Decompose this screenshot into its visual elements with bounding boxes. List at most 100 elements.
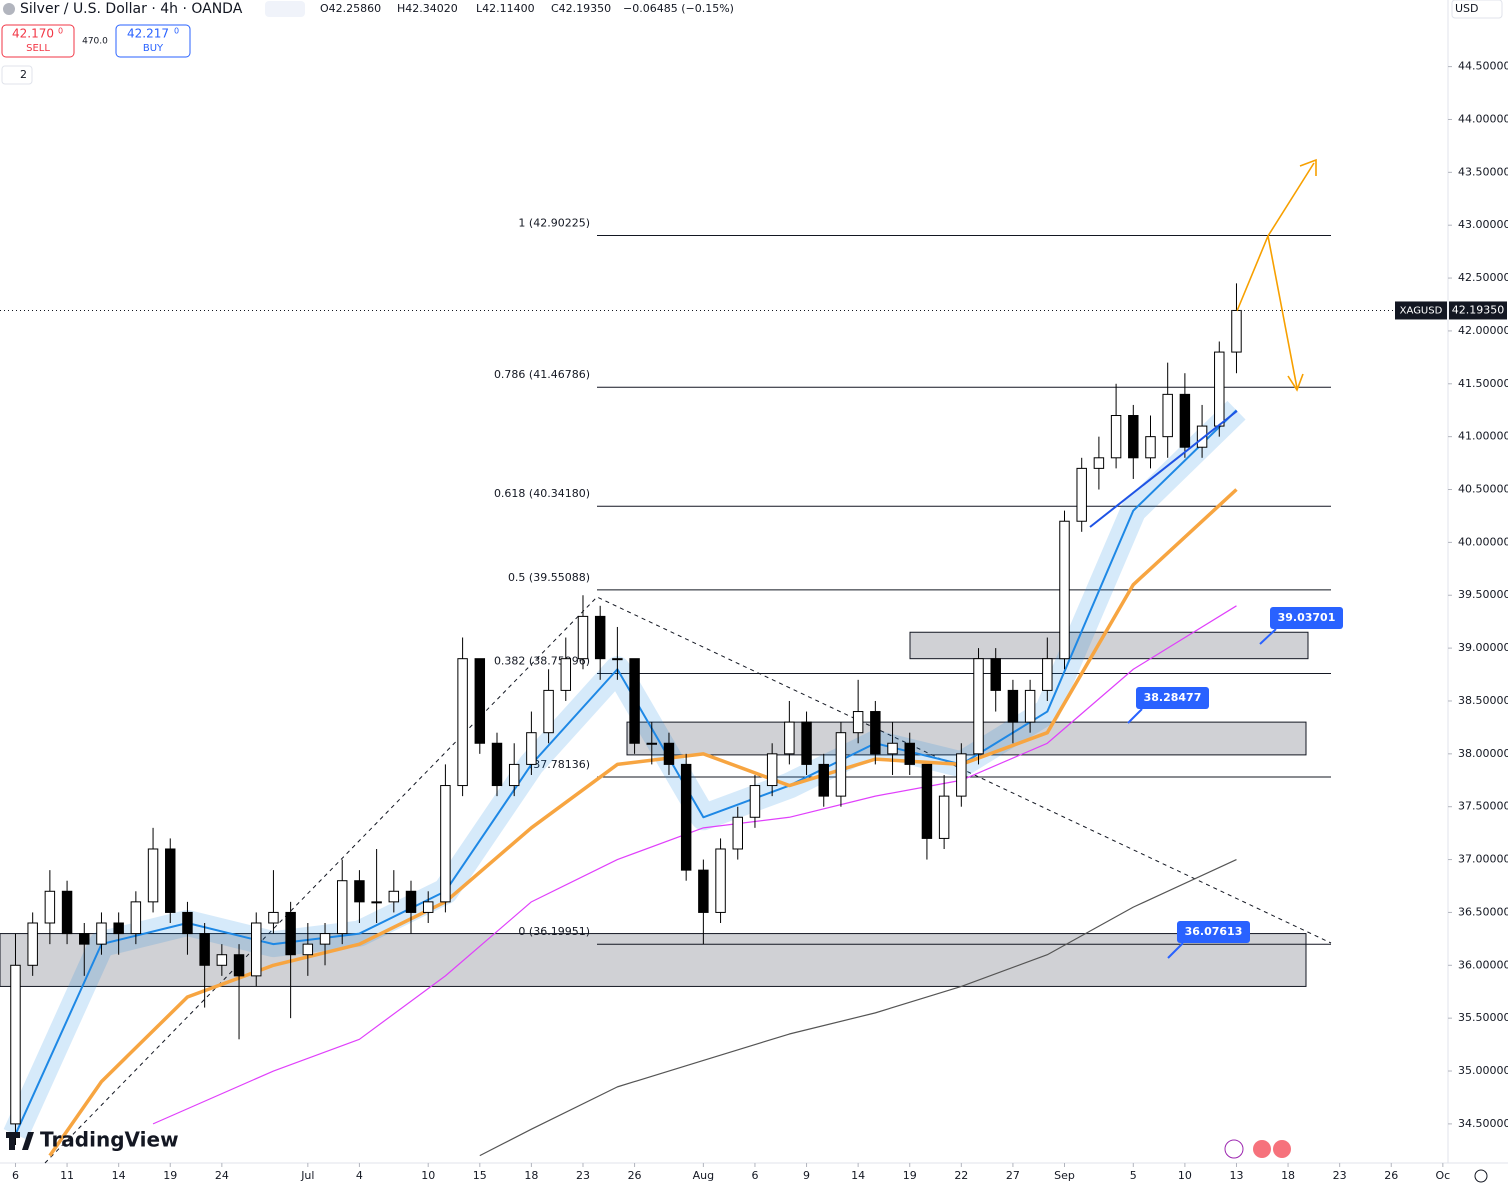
plot: 34.50000 35.00000 35.50000 36.00000 36.50000… bbox=[0, 60, 1508, 1182]
candle-body bbox=[594, 615, 606, 660]
y-tick-label: 43.50000 bbox=[1458, 165, 1508, 178]
y-tick-label: 39.50000 bbox=[1458, 588, 1508, 601]
x-tick-label: 19 bbox=[903, 1169, 917, 1182]
candle-body bbox=[766, 753, 778, 787]
y-tick-label: 42.00000 bbox=[1458, 324, 1508, 337]
candle-body bbox=[612, 658, 623, 661]
y-tick-label: 41.00000 bbox=[1458, 430, 1508, 443]
fib-label: (37.78136) bbox=[529, 758, 590, 771]
candle-body bbox=[801, 721, 812, 765]
candle-body bbox=[216, 954, 228, 966]
candle-body bbox=[251, 922, 262, 977]
candle-body bbox=[371, 901, 382, 904]
zone bbox=[626, 721, 1307, 756]
candle-body bbox=[336, 880, 348, 935]
candle-body bbox=[784, 721, 795, 755]
x-tick-label: 14 bbox=[112, 1169, 126, 1182]
projection-arrow bbox=[1236, 158, 1317, 392]
zone bbox=[909, 631, 1309, 660]
x-tick-label: 4 bbox=[356, 1169, 363, 1182]
event-flag[interactable] bbox=[1273, 1140, 1291, 1158]
candle-body bbox=[457, 658, 468, 787]
sell-button[interactable] bbox=[1, 24, 75, 58]
x-tick-label: 15 bbox=[473, 1169, 487, 1182]
x-tick-label: 11 bbox=[60, 1169, 74, 1182]
symbol-tag bbox=[1395, 301, 1447, 320]
callout-box bbox=[1177, 921, 1250, 943]
x-tick-label: Oc bbox=[1435, 1169, 1450, 1182]
callout-pointer bbox=[1167, 942, 1184, 959]
y-tick-label: 44.00000 bbox=[1458, 112, 1508, 125]
candle-body bbox=[1024, 689, 1036, 723]
y-tick-label: 41.50000 bbox=[1458, 377, 1508, 390]
y-tick-label: 34.50000 bbox=[1458, 1117, 1508, 1130]
fib-label: 0.786 (41.46786) bbox=[494, 368, 590, 381]
candle-body bbox=[680, 763, 692, 871]
status-icons[interactable] bbox=[265, 1, 305, 17]
x-tick-label: 18 bbox=[524, 1169, 538, 1182]
candle-body bbox=[1196, 425, 1208, 448]
candle-body bbox=[405, 890, 417, 913]
candle-body bbox=[44, 890, 56, 924]
price-tag bbox=[1449, 301, 1507, 320]
candle-body bbox=[1110, 415, 1122, 459]
indicators-toggle[interactable] bbox=[1, 65, 33, 85]
candle-body bbox=[526, 732, 537, 765]
y-tick-label: 35.00000 bbox=[1458, 1064, 1508, 1077]
candle-body bbox=[646, 742, 658, 745]
candle-body bbox=[233, 954, 245, 977]
candle-body bbox=[904, 742, 915, 765]
callout-pointer bbox=[1259, 628, 1277, 645]
candle-body bbox=[990, 658, 1001, 691]
candle-body bbox=[388, 890, 400, 903]
candle-body bbox=[560, 658, 572, 691]
candle-body bbox=[130, 901, 142, 935]
event-icon[interactable] bbox=[1224, 1139, 1244, 1159]
x-tick-label: 10 bbox=[421, 1169, 435, 1182]
callout-box bbox=[1270, 607, 1343, 629]
ohlc-open: O42.25860 bbox=[320, 2, 381, 15]
candle-body bbox=[835, 732, 847, 797]
candle-body bbox=[732, 816, 743, 850]
candle-body bbox=[938, 795, 950, 839]
candle-body bbox=[27, 922, 38, 966]
logo: TradingView bbox=[40, 1128, 179, 1152]
sell-price-sup: 0 bbox=[58, 27, 63, 36]
fib-label: 0.5 (39.55088) bbox=[508, 571, 590, 584]
x-tick-label: Jul bbox=[300, 1169, 314, 1182]
currency-button[interactable] bbox=[1451, 0, 1503, 19]
y-tick-label: 38.00000 bbox=[1458, 747, 1508, 760]
indicator-line bbox=[48, 488, 1238, 1157]
y-tick-label: 36.50000 bbox=[1458, 905, 1508, 918]
logo-icon bbox=[6, 1132, 34, 1150]
x-tick-label: 23 bbox=[1333, 1169, 1347, 1182]
candle-body bbox=[663, 742, 675, 765]
candle-body bbox=[474, 658, 486, 744]
x-tick-label: 6 bbox=[751, 1169, 758, 1182]
y-tick-label: 40.50000 bbox=[1458, 483, 1508, 496]
x-tick-label: 9 bbox=[803, 1169, 810, 1182]
candle-body bbox=[79, 933, 90, 945]
buy-button[interactable] bbox=[115, 24, 191, 58]
callout-pointer bbox=[1127, 708, 1143, 724]
y-tick-label: 39.00000 bbox=[1458, 641, 1508, 654]
candle-body bbox=[543, 689, 554, 734]
candle-body bbox=[61, 890, 73, 935]
event-flag[interactable] bbox=[1253, 1140, 1271, 1158]
sell-price: 42.170 bbox=[12, 27, 54, 41]
ohlc-low: L42.11400 bbox=[476, 2, 535, 15]
sell-label: SELL bbox=[26, 43, 50, 54]
candle-body bbox=[508, 763, 520, 787]
candle-body bbox=[870, 711, 881, 755]
candle-body bbox=[1162, 393, 1173, 438]
settings-icon[interactable] bbox=[1474, 1169, 1488, 1183]
y-tick-label: 37.50000 bbox=[1458, 800, 1508, 813]
candle-body bbox=[354, 880, 365, 903]
x-tick-label: 13 bbox=[1229, 1169, 1243, 1182]
candle-body bbox=[96, 922, 107, 945]
y-tick-label: 42.50000 bbox=[1458, 271, 1508, 284]
x-tick-label: 22 bbox=[954, 1169, 968, 1182]
candle-body bbox=[182, 911, 193, 935]
